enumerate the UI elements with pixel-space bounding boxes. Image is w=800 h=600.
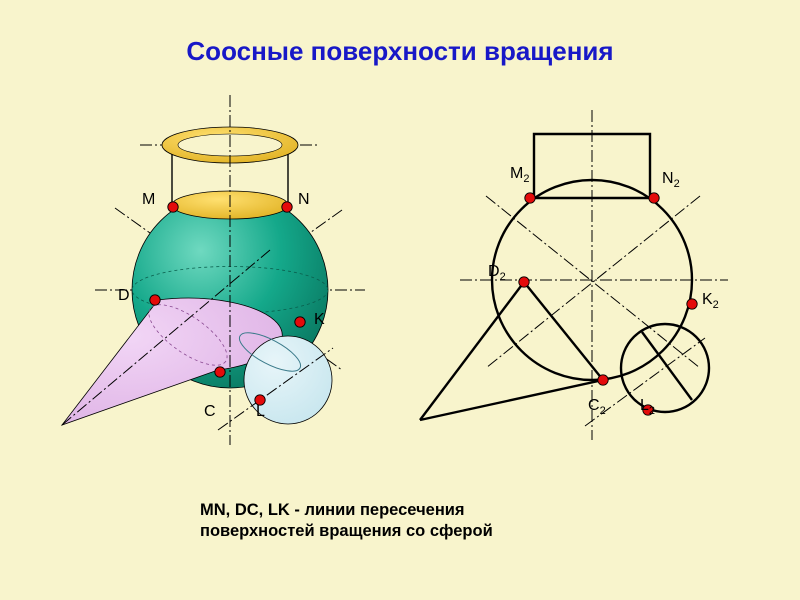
caption-line2: поверхностей вращения со сферой	[200, 522, 493, 540]
point	[687, 299, 697, 309]
caption-line1: MN, DC, LK - линии пересечения	[200, 501, 465, 519]
point	[525, 193, 535, 203]
point	[150, 295, 160, 305]
point-label: K	[314, 311, 325, 328]
small-circle-2d	[621, 324, 709, 412]
right-2d-figure: M2N2D2K2C2L2	[420, 110, 728, 440]
point-label: M	[142, 191, 155, 208]
caption: MN, DC, LK - линии пересечения поверхнос…	[200, 500, 620, 543]
point-label: D	[118, 287, 130, 304]
point-label: K2	[702, 291, 719, 311]
point	[215, 367, 225, 377]
point-label: L	[256, 403, 265, 420]
line-DC	[524, 282, 603, 380]
point	[295, 317, 305, 327]
point	[282, 202, 292, 212]
page-title: Соосные поверхности вращения	[0, 36, 800, 67]
point	[649, 193, 659, 203]
left-3d-figure: M N D K C L	[62, 95, 365, 445]
point-label: C2	[588, 397, 606, 417]
point-label: N	[298, 191, 310, 208]
point	[519, 277, 529, 287]
point-label: N2	[662, 170, 680, 190]
point	[168, 202, 178, 212]
line-LK	[642, 332, 692, 400]
point-label: M2	[510, 165, 529, 185]
point	[598, 375, 608, 385]
point-label: C	[204, 403, 216, 420]
